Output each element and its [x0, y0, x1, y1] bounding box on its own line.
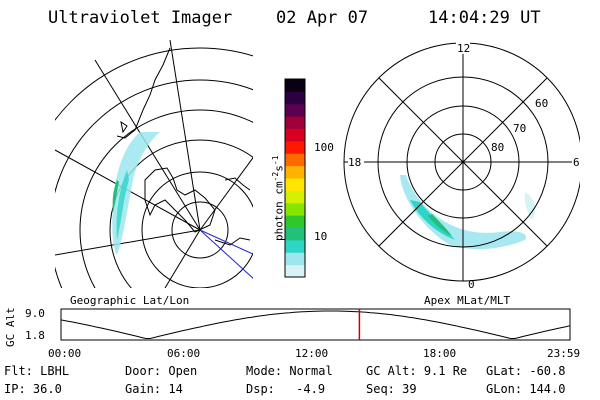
- y-tick-9: 9.0: [25, 307, 45, 320]
- colorbar-cell: [285, 153, 305, 167]
- apex-polar-plot: 12 18 6 0 60 70 80: [343, 42, 580, 290]
- colorbar-cell: [285, 190, 305, 204]
- colorbar-tick-100: 100: [314, 141, 334, 154]
- lat-circle: [55, 79, 253, 288]
- x-tick-0000: 00:00: [48, 347, 82, 360]
- colorbar-cell: [285, 252, 305, 266]
- lat-circle: [55, 47, 253, 121]
- y-tick-1-8: 1.8: [25, 329, 45, 342]
- x-tick-1200: 12:00: [295, 347, 329, 360]
- colorbar-cell: [285, 116, 305, 129]
- aurora-emission: [112, 132, 160, 255]
- mlat-label-60: 60: [535, 97, 548, 110]
- plot-frame: [60, 308, 571, 341]
- colorbar: [284, 78, 306, 278]
- status-dsp: Dsp: -4.9: [246, 382, 326, 396]
- x-tick-0600: 06:00: [167, 347, 201, 360]
- status-mode: Mode: Normal: [246, 364, 333, 378]
- x-tick-2359: 23:59: [547, 347, 581, 360]
- mlt-label-6: 6: [573, 156, 580, 169]
- coastlines: [116, 47, 251, 246]
- colorbar-cell: [285, 165, 305, 179]
- colorbar-cell: [285, 202, 305, 216]
- mlt-diagonal: [378, 77, 548, 247]
- colorbar-axis-label: photon cm-2s-1: [271, 155, 286, 241]
- x-tick-1800: 18:00: [423, 347, 457, 360]
- meridian-line: [199, 156, 253, 231]
- status-glat: GLat: -60.8: [486, 364, 566, 378]
- altitude-curve: [60, 310, 571, 339]
- meridian-line: [169, 40, 201, 231]
- lat-circle: [171, 201, 229, 259]
- mlt-label-12: 12: [457, 42, 470, 55]
- lat-circle: [141, 171, 253, 288]
- colorbar-cell: [285, 239, 305, 253]
- time-label: 14:04:29 UT: [428, 8, 541, 28]
- mlt-label-18: 18: [348, 156, 361, 169]
- colorbar-cell: [285, 103, 305, 117]
- colorbar-tick-10: 10: [314, 230, 328, 243]
- colorbar-cell: [285, 227, 305, 241]
- gc-alt-axis-label: GC Alt: [4, 307, 17, 347]
- status-gain: Gain: 14: [125, 382, 183, 396]
- status-seq: Seq: 39: [366, 382, 417, 396]
- status-flt: Flt: LBHL: [4, 364, 70, 378]
- status-gc-alt: GC Alt: 9.1 Re: [366, 364, 468, 378]
- altitude-plot: [60, 308, 571, 341]
- colorbar-cell: [285, 91, 305, 105]
- status-glon: GLon: 144.0: [486, 382, 566, 396]
- date-label: 02 Apr 07: [276, 8, 369, 28]
- meridian-line: [199, 229, 253, 255]
- lat-circle: [109, 139, 253, 288]
- apex-caption: Apex MLat/MLT: [424, 294, 511, 307]
- colorbar-cell: [285, 215, 305, 228]
- meridian-line: [164, 229, 201, 288]
- geographic-caption: Geographic Lat/Lon: [70, 294, 190, 307]
- mlt-label-0: 0: [468, 278, 475, 290]
- colorbar-cell: [285, 178, 305, 191]
- aurora-oval: [400, 175, 536, 250]
- instrument-title: Ultraviolet Imager: [48, 8, 233, 28]
- meridian-line: [55, 229, 201, 256]
- status-ip: IP: 36.0: [4, 382, 62, 396]
- status-door: Door: Open: [125, 364, 198, 378]
- geographic-map: [55, 40, 253, 288]
- lat-circle: [79, 109, 253, 288]
- colorbar-cell: [285, 264, 305, 278]
- colorbar-cell: [285, 140, 305, 154]
- colorbar-cell: [285, 128, 305, 142]
- meridian-line: [199, 229, 253, 279]
- mlat-label-80: 80: [491, 141, 504, 154]
- colorbar-cell: [285, 79, 305, 92]
- mlat-label-70: 70: [513, 122, 526, 135]
